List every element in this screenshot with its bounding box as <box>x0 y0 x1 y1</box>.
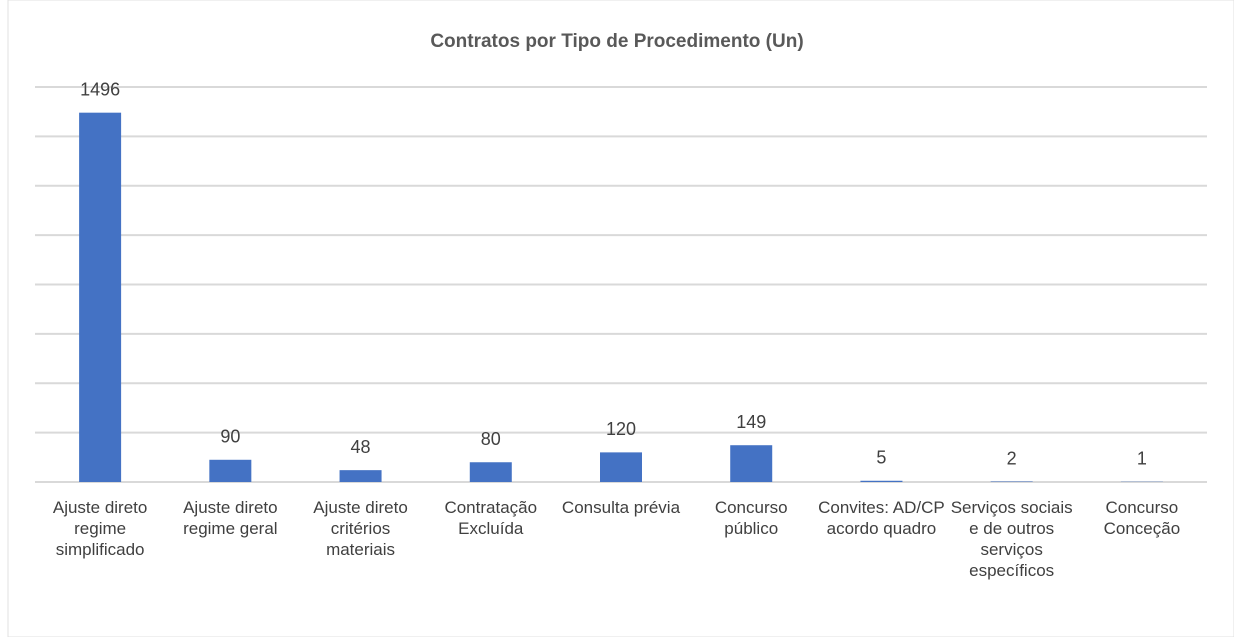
bar <box>339 470 382 482</box>
data-label: 1496 <box>80 79 120 99</box>
data-label: 80 <box>481 429 501 449</box>
chart-border <box>7 0 1234 637</box>
bar <box>79 112 122 483</box>
chart-title: Contratos por Tipo de Procedimento (Un) <box>430 31 803 52</box>
x-tick-label: Concurso Conceção <box>1103 498 1181 538</box>
bar <box>860 480 903 482</box>
bar <box>209 459 252 482</box>
x-tick-label: Ajuste direto critérios materiais <box>313 498 408 559</box>
data-label: 149 <box>736 412 766 432</box>
data-label: 2 <box>1007 448 1017 468</box>
data-label: 48 <box>351 437 371 457</box>
x-tick-label: Ajuste direto regime geral <box>183 498 278 538</box>
bar <box>730 445 773 482</box>
bar <box>469 462 512 482</box>
x-tick-label: Concurso público <box>714 498 788 538</box>
data-label: 90 <box>220 427 240 447</box>
x-tick-label: Ajuste direto regime simplificado <box>52 498 148 559</box>
data-label: 5 <box>876 448 886 468</box>
data-label: 1 <box>1137 449 1147 469</box>
x-tick-label: Contratação Excluída <box>444 498 538 538</box>
x-tick-label: Consulta prévia <box>561 498 681 517</box>
data-label: 120 <box>606 419 636 439</box>
bar <box>600 452 642 482</box>
x-tick-label: Convites: AD/CP acordo quadro <box>818 498 945 538</box>
x-tick-label: Serviços sociais e de outros serviços es… <box>950 498 1073 580</box>
